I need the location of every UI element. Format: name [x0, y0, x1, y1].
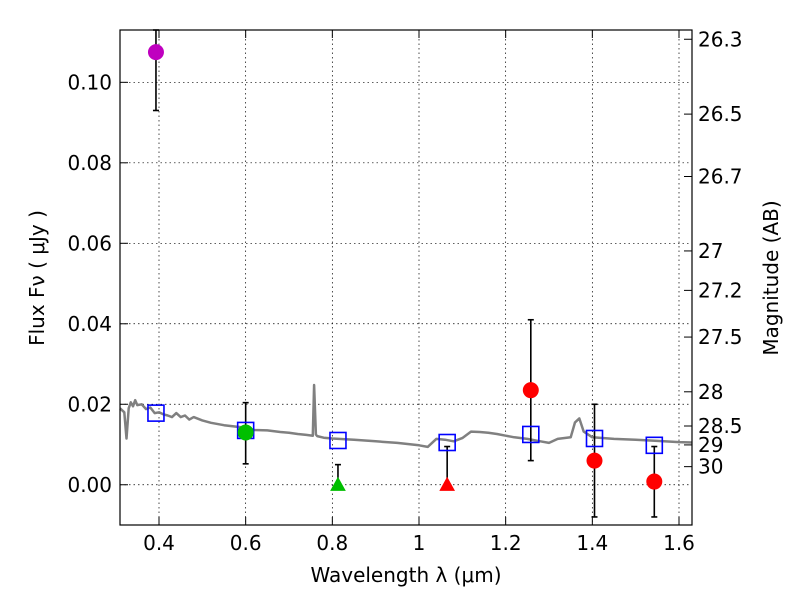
right-tick-label: 28.5	[698, 414, 743, 438]
observed-points-layer	[147, 44, 663, 491]
y-tick-label: 0.08	[67, 151, 112, 175]
x-axis-label: Wavelength λ (μm)	[310, 563, 501, 587]
model-photometry-square	[329, 431, 347, 450]
x-tick-label: 1.4	[576, 531, 608, 555]
observed-point	[522, 382, 539, 399]
model-photometry-layer	[147, 404, 664, 455]
grid	[120, 30, 692, 525]
observed-point	[147, 44, 164, 61]
right-tick-label: 30	[698, 455, 723, 479]
model-photometry-square	[521, 425, 540, 444]
right-tick-label: 28	[698, 380, 723, 404]
y-tick-label: 0.06	[67, 231, 112, 255]
y-tick-label: 0.10	[67, 70, 112, 94]
right-tick-label: 27.5	[698, 325, 743, 349]
observed-point	[586, 452, 603, 469]
right-tick-label: 27	[698, 239, 723, 263]
x-tick-label: 1.2	[490, 531, 522, 555]
y-axis-label: Flux Fν ( μJy )	[25, 210, 49, 346]
y-tick-label: 0.04	[67, 312, 112, 336]
x-tick-label: 0.4	[143, 531, 175, 555]
model-photometry-square	[147, 404, 165, 422]
spectrum-layer	[119, 383, 693, 449]
x-tick-label: 1	[413, 531, 426, 555]
y-tick-label: 0.00	[67, 473, 112, 497]
plot-frame	[119, 29, 693, 526]
upper-limit-triangle	[439, 476, 456, 491]
right-tick-label: 26.5	[698, 102, 743, 126]
right-tick-label: 29	[698, 433, 723, 457]
x-axis: 0.4 0.6 0.8 1 1.2 1.4 1.6	[143, 30, 695, 555]
x-tick-label: 0.6	[230, 531, 262, 555]
y-axis: 0.00 0.02 0.04 0.06 0.08 0.10	[67, 70, 128, 497]
right-tick-label: 27.2	[698, 278, 743, 302]
upper-limit-triangle	[330, 476, 346, 491]
model-photometry-square	[585, 429, 604, 448]
model-photometry-square	[645, 436, 664, 455]
model-spectrum-line	[119, 383, 693, 449]
y-tick-label: 0.02	[67, 392, 112, 416]
observed-point	[646, 473, 663, 490]
right-tick-label: 26.3	[698, 27, 743, 51]
x-tick-label: 1.6	[663, 531, 695, 555]
observed-point	[237, 424, 254, 441]
x-tick-label: 0.8	[316, 531, 348, 555]
right-axis-label: Magnitude (AB)	[759, 200, 783, 355]
right-tick-label: 26.7	[698, 164, 743, 188]
model-photometry-square	[438, 433, 456, 452]
